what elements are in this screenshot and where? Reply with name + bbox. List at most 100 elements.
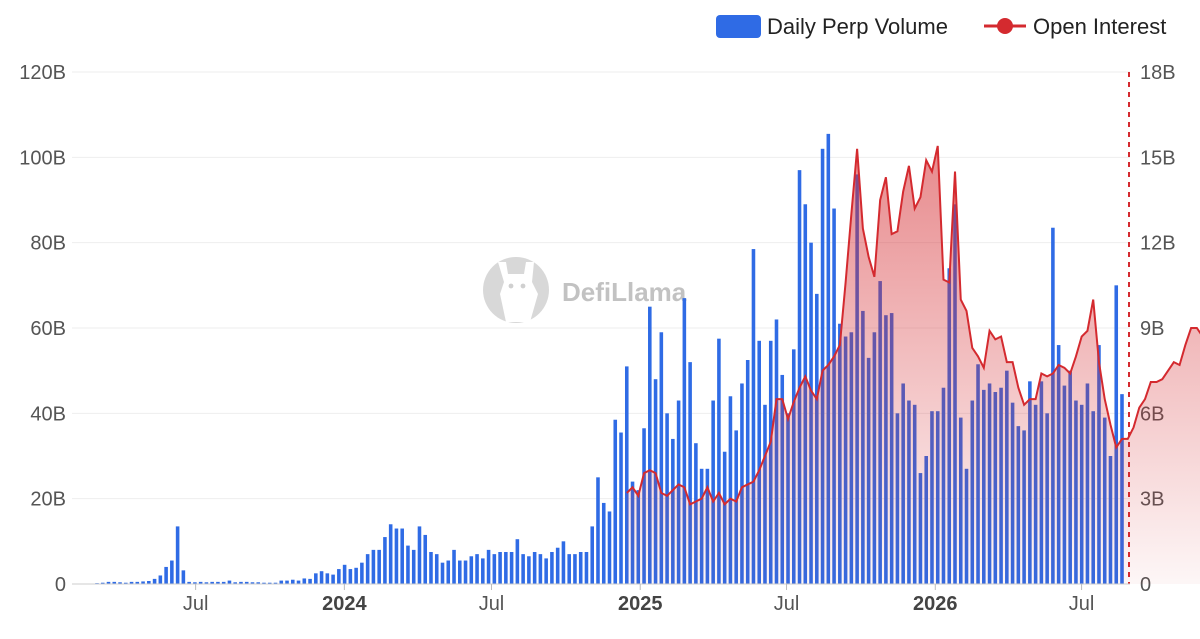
volume-bar[interactable] [446, 560, 451, 584]
volume-bar[interactable] [204, 582, 209, 584]
volume-bar[interactable] [210, 581, 214, 584]
volume-bar[interactable] [193, 582, 197, 584]
volume-bar[interactable] [406, 545, 410, 584]
volume-bar[interactable] [521, 554, 525, 584]
volume-bar[interactable] [475, 554, 479, 584]
volume-bar[interactable] [233, 582, 237, 584]
volume-bar[interactable] [124, 582, 128, 584]
volume-bar[interactable] [481, 558, 485, 584]
volume-bar[interactable] [360, 562, 364, 584]
volume-bar[interactable] [227, 580, 232, 584]
volume-bar[interactable] [561, 541, 566, 584]
volume-bar[interactable] [319, 571, 324, 584]
volume-bar[interactable] [555, 547, 560, 584]
volume-bar[interactable] [573, 554, 577, 584]
volume-bar[interactable] [757, 340, 761, 584]
volume-bar[interactable] [538, 554, 543, 584]
volume-bar[interactable] [325, 573, 330, 584]
volume-bar[interactable] [440, 562, 445, 584]
volume-bar[interactable] [797, 170, 802, 584]
volume-bar[interactable] [106, 581, 111, 584]
volume-bar[interactable] [331, 574, 335, 584]
volume-bar[interactable] [198, 581, 203, 584]
volume-bar[interactable] [158, 575, 163, 584]
volume-bar[interactable] [751, 249, 756, 584]
volume-bar[interactable] [100, 582, 105, 584]
volume-bar[interactable] [492, 554, 497, 584]
volume-bar[interactable] [458, 560, 462, 584]
volume-bar[interactable] [388, 524, 393, 584]
volume-bar[interactable] [348, 569, 353, 584]
volume-bar[interactable] [244, 581, 249, 584]
volume-bar[interactable] [498, 552, 502, 584]
volume-bar[interactable] [164, 566, 168, 584]
volume-bar[interactable] [423, 534, 428, 584]
volume-bar[interactable] [337, 569, 341, 584]
volume-bar[interactable] [417, 526, 422, 584]
volume-bar[interactable] [550, 552, 554, 584]
volume-bar[interactable] [147, 581, 151, 584]
volume-bar[interactable] [221, 581, 226, 584]
volume-bar[interactable] [308, 578, 312, 584]
volume-bar[interactable] [584, 552, 589, 584]
volume-bar[interactable] [607, 511, 612, 584]
volume-bar[interactable] [394, 528, 399, 584]
volume-bar[interactable] [590, 526, 595, 584]
volume-bar[interactable] [262, 582, 266, 584]
volume-bar[interactable] [682, 298, 687, 584]
volume-bar[interactable] [515, 539, 520, 584]
volume-bar[interactable] [342, 564, 347, 584]
volume-bar[interactable] [1114, 285, 1119, 584]
volume-bar[interactable] [648, 306, 652, 584]
volume-bar[interactable] [279, 580, 284, 584]
volume-bar[interactable] [578, 552, 583, 584]
volume-bar[interactable] [383, 537, 387, 584]
volume-bar[interactable] [463, 560, 468, 584]
volume-bar[interactable] [624, 366, 629, 584]
volume-bar[interactable] [745, 360, 750, 584]
volume-bar[interactable] [239, 581, 243, 584]
volume-bar[interactable] [486, 549, 491, 584]
volume-bar[interactable] [291, 579, 295, 584]
volume-bar[interactable] [740, 383, 744, 584]
volume-bar[interactable] [152, 578, 157, 584]
volume-bar[interactable] [187, 581, 191, 584]
volume-bar[interactable] [429, 552, 433, 584]
volume-bar[interactable] [469, 556, 474, 584]
volume-bar[interactable] [216, 581, 220, 584]
volume-bar[interactable] [314, 573, 318, 584]
volume-bar[interactable] [256, 582, 261, 584]
volume-bar[interactable] [296, 580, 301, 584]
volume-bar[interactable] [400, 528, 404, 584]
volume-bar[interactable] [267, 582, 272, 584]
volume-bar[interactable] [141, 581, 145, 584]
volume-bar[interactable] [181, 570, 186, 584]
legend-item-open-interest[interactable]: Open Interest [984, 14, 1166, 39]
volume-bar[interactable] [452, 549, 456, 584]
volume-bar[interactable] [601, 502, 606, 584]
volume-bar[interactable] [371, 549, 376, 584]
volume-bar[interactable] [118, 582, 122, 584]
volume-bar[interactable] [273, 582, 278, 584]
volume-bar[interactable] [135, 581, 140, 584]
volume-bar[interactable] [434, 554, 439, 584]
volume-bar[interactable] [826, 133, 831, 584]
volume-bar[interactable] [112, 581, 117, 584]
volume-bar[interactable] [302, 578, 307, 584]
legend-item-volume[interactable]: Daily Perp Volume [716, 14, 948, 39]
volume-bar[interactable] [688, 362, 692, 584]
volume-bar[interactable] [170, 560, 174, 584]
volume-bar[interactable] [411, 549, 416, 584]
volume-bar[interactable] [129, 581, 134, 584]
volume-bar[interactable] [567, 554, 571, 584]
volume-bar[interactable] [596, 477, 600, 584]
volume-bar[interactable] [728, 396, 733, 584]
volume-bar[interactable] [544, 558, 548, 584]
volume-bar[interactable] [509, 552, 514, 584]
volume-bar[interactable] [175, 526, 180, 584]
volume-bar[interactable] [365, 554, 370, 584]
volume-bar[interactable] [504, 552, 508, 584]
volume-bar[interactable] [532, 552, 537, 584]
volume-bar[interactable] [711, 400, 715, 584]
volume-bar[interactable] [285, 580, 289, 584]
